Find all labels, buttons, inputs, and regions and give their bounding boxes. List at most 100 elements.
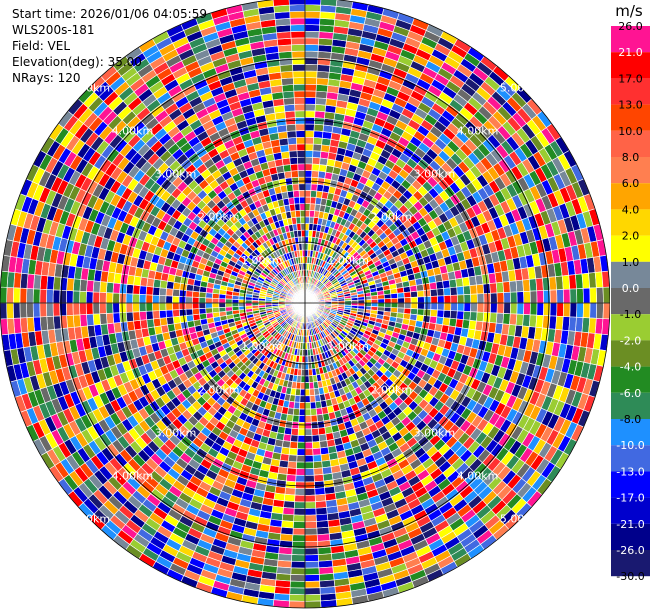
velocity-gate (32, 288, 41, 304)
velocity-gate (66, 290, 74, 304)
velocity-gate (449, 286, 458, 296)
velocity-gate (79, 279, 88, 292)
velocity-gate (397, 302, 405, 309)
velocity-gate (299, 388, 306, 397)
velocity-gate (298, 421, 306, 430)
velocity-gate (402, 286, 411, 293)
velocity-gate (456, 302, 465, 312)
velocity-gate (138, 302, 147, 312)
velocity-gate (436, 288, 445, 297)
velocity-gate (304, 402, 311, 410)
velocity-gate (152, 286, 161, 296)
velocity-gate (105, 292, 114, 304)
velocity-gate (132, 302, 140, 313)
velocity-gate (528, 314, 538, 328)
velocity-gate (205, 302, 213, 309)
velocity-gate (304, 70, 318, 79)
velocity-gate (291, 554, 306, 562)
velocity-gate (315, 90, 328, 99)
velocity-gate (192, 313, 201, 321)
velocity-gate (536, 302, 544, 316)
velocity-gate (443, 287, 451, 297)
velocity-gate (435, 316, 444, 326)
velocity-gate (119, 312, 128, 323)
velocity-gate (304, 163, 313, 171)
velocity-gate (145, 302, 154, 312)
velocity-gate (316, 64, 331, 73)
velocity-gate (430, 302, 438, 311)
velocity-gate (26, 288, 34, 304)
velocity-gate (284, 487, 296, 496)
velocity-gate (429, 281, 438, 291)
velocity-gate (198, 307, 207, 315)
velocity-gate (404, 302, 412, 309)
velocity-gate (316, 526, 330, 536)
velocity-gate (509, 291, 518, 304)
velocity-gate (509, 280, 518, 293)
velocity-gate (99, 313, 108, 325)
velocity-gate (304, 50, 319, 59)
velocity-gate (132, 293, 140, 304)
velocity-gate (159, 287, 167, 297)
velocity-gate (304, 507, 317, 516)
velocity-gate (316, 70, 330, 80)
velocity-gate (562, 288, 571, 304)
velocity-gate (72, 302, 81, 316)
velocity-gate (429, 288, 438, 297)
velocity-gate (469, 311, 478, 322)
velocity-gate (304, 37, 320, 46)
velocity-gate (443, 309, 451, 319)
velocity-gate (489, 282, 498, 294)
velocity-gate (304, 448, 314, 456)
velocity-gate (132, 311, 141, 322)
velocity-gate (304, 90, 317, 99)
velocity-gate (298, 408, 306, 417)
velocity-gate (290, 434, 299, 443)
velocity-gate (309, 394, 316, 403)
velocity-gate (53, 276, 62, 291)
velocity-gate (304, 408, 312, 417)
velocity-gate (304, 183, 312, 191)
velocity-gate (315, 507, 328, 516)
velocity-gate (152, 302, 160, 312)
velocity-gate (304, 368, 310, 377)
velocity-gate (296, 454, 306, 463)
velocity-gate (417, 302, 425, 310)
velocity-gate (317, 51, 332, 60)
velocity-gates (0, 0, 610, 609)
velocity-gate (185, 308, 194, 316)
velocity-gate (166, 280, 175, 290)
velocity-gate (185, 302, 193, 310)
velocity-gate (310, 408, 318, 416)
velocity-gate (172, 295, 180, 304)
velocity-gate (496, 292, 505, 304)
velocity-gate (139, 285, 148, 295)
velocity-gate (315, 84, 329, 93)
velocity-gate (316, 533, 331, 542)
velocity-gate (496, 302, 505, 314)
velocity-gate (313, 467, 324, 476)
velocity-gate (410, 290, 418, 298)
velocity-gate (515, 313, 524, 327)
velocity-gate (304, 44, 319, 52)
velocity-gate (415, 283, 425, 292)
velocity-gate (523, 302, 531, 316)
velocity-gate (370, 295, 379, 300)
velocity-gate (296, 461, 306, 470)
velocity-gate (291, 547, 306, 556)
velocity-gate (304, 461, 314, 470)
velocity-gate (66, 302, 74, 316)
velocity-gate (516, 302, 525, 315)
velocity-gate (535, 277, 544, 292)
velocity-gate (516, 291, 525, 304)
velocity-gate (396, 292, 405, 299)
velocity-gate (377, 302, 385, 308)
velocity-gate (178, 302, 187, 310)
velocity-gate (503, 302, 511, 315)
velocity-gate (529, 302, 538, 316)
velocity-gate (290, 574, 306, 582)
velocity-gate (225, 302, 233, 308)
velocity-gate (314, 104, 327, 113)
velocity-gate (280, 526, 294, 536)
velocity-gate (19, 287, 28, 304)
